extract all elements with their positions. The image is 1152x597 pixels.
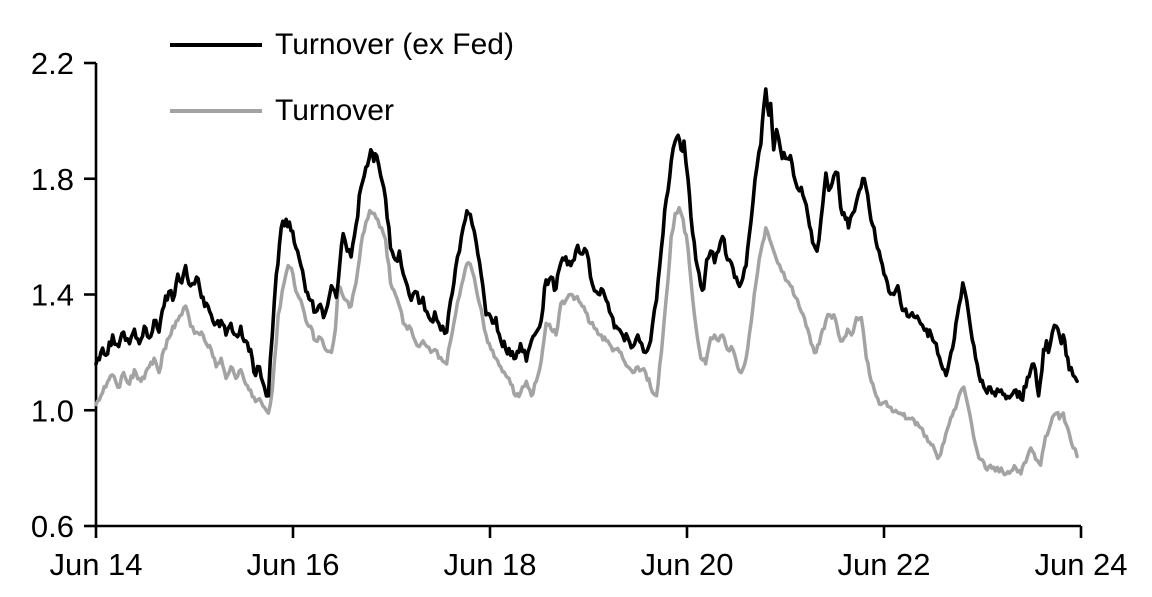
series-line-turnover [94, 205, 1079, 477]
y-axis-tick-label: 1.4 [31, 278, 74, 313]
x-axis-tick-label: Jun 20 [640, 547, 733, 582]
x-axis-tick-label: Jun 18 [443, 547, 536, 582]
legend-line-swatch-gray [170, 109, 262, 113]
x-axis-tick-label: Jun 16 [246, 547, 339, 582]
legend-item-turnover-ex-fed: Turnover (ex Fed) [170, 27, 514, 63]
x-axis-tick-label: Jun 24 [1034, 547, 1127, 582]
y-axis-tick-label: 1.0 [31, 393, 74, 428]
axes [94, 63, 1081, 528]
x-axis-tick-label: Jun 14 [49, 547, 142, 582]
x-axis-tick-label: Jun 22 [837, 547, 930, 582]
y-axis-tick-label: 1.8 [31, 162, 74, 197]
y-axis-tick-label: 0.6 [31, 509, 74, 544]
series-line-turnover-ex-fed [94, 87, 1079, 402]
legend-line-swatch-black [170, 43, 262, 47]
legend-label-turnover: Turnover [275, 94, 394, 127]
y-axis-tick-label: 2.2 [31, 46, 74, 81]
legend-item-turnover: Turnover [170, 93, 394, 129]
legend-label-turnover-ex-fed: Turnover (ex Fed) [275, 28, 514, 61]
